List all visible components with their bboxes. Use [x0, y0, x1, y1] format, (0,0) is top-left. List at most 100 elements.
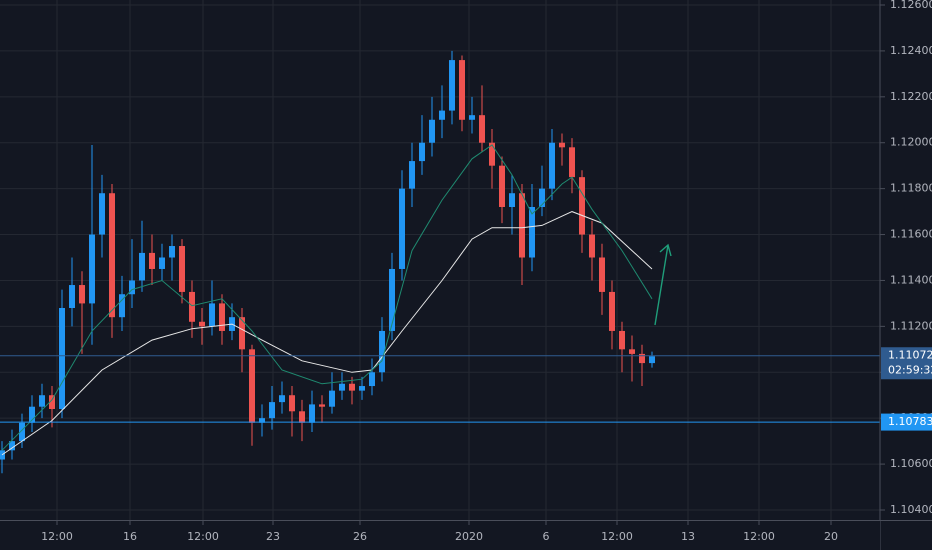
x-tick-label: 13 [681, 530, 695, 543]
candle-body [29, 406, 35, 423]
y-tick-label: 1.10600 [890, 457, 932, 470]
candle-body [79, 285, 85, 304]
candle-body [149, 252, 155, 269]
candle-body [349, 383, 355, 391]
x-tick-label: 20 [824, 530, 838, 543]
candle-body [269, 402, 275, 419]
candle-body [379, 330, 385, 373]
candle-body [159, 257, 165, 269]
candle-body [609, 291, 615, 331]
candle-body [219, 303, 225, 331]
candle-body [539, 188, 545, 207]
axes: 1.104001.106001.108001.110001.112001.114… [41, 0, 932, 543]
x-tick-label: 12:00 [601, 530, 633, 543]
grid [0, 0, 880, 520]
candle-body [329, 390, 335, 407]
price-label-box [881, 347, 932, 380]
candle-body [489, 142, 495, 166]
x-tick-label: 2020 [455, 530, 483, 543]
candle-body [529, 207, 535, 258]
y-tick-label: 1.12400 [890, 44, 932, 57]
candle-body [189, 291, 195, 322]
time-axis [0, 521, 880, 550]
candle-body [359, 386, 365, 391]
candle-body [459, 60, 465, 120]
candle-body [519, 193, 525, 258]
candle-body [409, 161, 415, 189]
candle-body [569, 147, 575, 178]
candle-body [209, 303, 215, 327]
candle-body [439, 110, 445, 120]
candle-body [309, 404, 315, 423]
price-label: 1.10783 [888, 415, 932, 428]
x-tick-label: 16 [123, 530, 137, 543]
candle-body [299, 411, 305, 423]
candle-body [19, 422, 25, 442]
candle-body [119, 294, 125, 318]
plot-area [0, 50, 880, 474]
x-tick-label: 6 [543, 530, 550, 543]
candle-body [109, 193, 115, 318]
candle-body [249, 349, 255, 423]
candle-body [579, 177, 585, 235]
candle-body [129, 280, 135, 295]
x-tick-label: 12:00 [41, 530, 73, 543]
candle-body [629, 349, 635, 354]
countdown-label: 02:59:32 [888, 364, 932, 377]
x-tick-label: 23 [266, 530, 280, 543]
candle-body [449, 60, 455, 111]
candle-body [589, 234, 595, 258]
candle-body [369, 372, 375, 387]
candle-body [239, 317, 245, 350]
y-tick-label: 1.12000 [890, 136, 932, 149]
candle-body [169, 246, 175, 258]
candle-body [419, 142, 425, 162]
candle-body [139, 252, 145, 281]
candle-body [39, 395, 45, 407]
y-tick-label: 1.12600 [890, 0, 932, 11]
y-tick-label: 1.11200 [890, 319, 932, 332]
candle-body [289, 395, 295, 412]
candle-body [559, 142, 565, 148]
x-tick-label: 12:00 [743, 530, 775, 543]
y-tick-label: 1.11600 [890, 228, 932, 241]
x-tick-label: 12:00 [187, 530, 219, 543]
x-tick-label: 26 [353, 530, 367, 543]
price-label-box [881, 413, 932, 431]
candle-body [319, 404, 325, 407]
candle-body [9, 441, 15, 451]
candle-body [499, 165, 505, 207]
y-tick-label: 1.12200 [890, 90, 932, 103]
candle-body [99, 193, 105, 235]
candle-body [649, 356, 655, 364]
y-tick-label: 1.11800 [890, 182, 932, 195]
moving-average [1, 144, 653, 451]
candle-body [339, 383, 345, 391]
price-axis [880, 0, 932, 550]
candle-body [619, 330, 625, 350]
y-tick-label: 1.11400 [890, 273, 932, 286]
candle-body [599, 257, 605, 292]
candle-body [509, 193, 515, 207]
candle-body [59, 308, 65, 409]
y-tick-label: 1.10400 [890, 503, 932, 516]
candle-body [389, 268, 395, 331]
price-label: 1.11072 [888, 349, 932, 362]
candle-body [199, 321, 205, 327]
candle-body [69, 285, 75, 308]
candle-body [479, 115, 485, 143]
candle-body [549, 142, 555, 189]
candle-body [89, 234, 95, 304]
moving-average [1, 211, 653, 456]
candle-body [49, 395, 55, 409]
candle-body [179, 246, 185, 292]
candle-body [279, 395, 285, 403]
candle-body [399, 188, 405, 269]
candle-body [639, 353, 645, 364]
candle-body [469, 115, 475, 120]
arrow-annotation [654, 243, 672, 326]
candle-body [429, 119, 435, 143]
candle-body [259, 418, 265, 423]
